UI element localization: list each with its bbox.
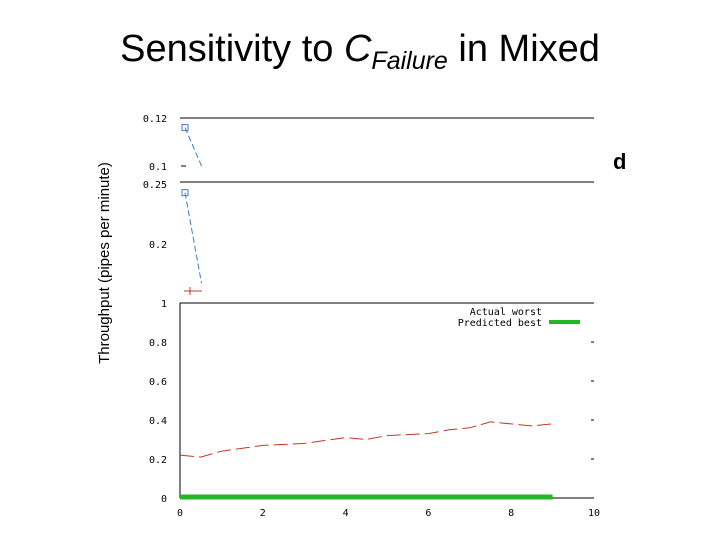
middle-panel-point [181, 189, 189, 197]
top-panel-point [181, 124, 189, 132]
x-tick-label: 2 [260, 508, 266, 519]
x-tick-label: 8 [508, 508, 514, 519]
top-panel-y-tick: 0.1 [149, 162, 167, 173]
slide-title: Sensitivity to CFailure in Mixed [0, 28, 720, 76]
y-tick-label: 0.4 [149, 416, 167, 427]
x-tick-label: 0 [177, 508, 183, 519]
title-symbol: C [343, 28, 372, 70]
middle-panel-y-tick: 0.2 [149, 240, 167, 251]
legend-label-predicted-best: Predicted best [458, 318, 542, 329]
series-line-actual-worst [179, 421, 553, 458]
x-tick-label: 6 [425, 508, 431, 519]
y-tick-label: 0.6 [149, 377, 167, 388]
x-tick-label: 4 [343, 508, 349, 519]
top-panel-y-tick: 0.12 [143, 114, 167, 125]
top-panel-series-line [184, 127, 203, 167]
title-suffix: in Mixed [447, 28, 600, 70]
x-tick-label: 10 [588, 508, 600, 519]
y-tick-label: 0.2 [149, 455, 167, 466]
middle-panel-y-tick: 0.25 [143, 180, 167, 191]
y-tick-label: 0.8 [149, 338, 167, 349]
legend-label-actual-worst: Actual worst [470, 307, 542, 318]
y-tick-label: 0 [161, 494, 167, 505]
title-prefix: Sensitivity to [120, 28, 344, 70]
clipped-title-fragment: d [613, 149, 626, 174]
middle-panel-series-line [184, 192, 203, 284]
title-subscript: Failure [371, 47, 448, 75]
y-tick-label: 1 [161, 299, 167, 310]
